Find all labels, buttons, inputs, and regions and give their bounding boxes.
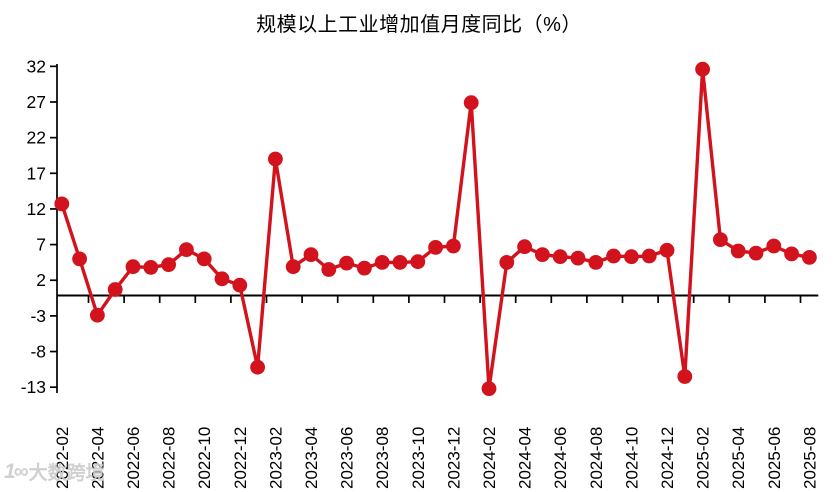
data-point-marker (766, 238, 782, 254)
watermark: 1∞ 大数跨境 (4, 458, 105, 485)
data-point-marker (606, 248, 621, 264)
x-tick-label: 2022-08 (160, 427, 179, 489)
y-tick-label: -13 (21, 377, 46, 397)
x-tick-label: 2025-04 (729, 427, 748, 489)
data-point-marker (72, 251, 87, 267)
x-tick-label: 2022-12 (231, 427, 250, 489)
data-point-marker (214, 271, 230, 287)
data-point-marker (730, 243, 746, 259)
y-tick-label: 12 (27, 199, 46, 219)
data-point-marker (125, 259, 141, 275)
data-point-marker (179, 242, 194, 257)
data-point-marker (357, 260, 372, 276)
data-point-marker (303, 247, 319, 262)
data-point-marker (321, 262, 337, 277)
x-tick-label: 2024-02 (480, 427, 499, 489)
data-point-marker (428, 240, 443, 255)
y-tick-label: -8 (30, 342, 46, 362)
data-point-marker (802, 250, 817, 265)
watermark-text: 大数跨境 (28, 463, 105, 484)
data-point-marker (624, 249, 639, 265)
data-point-marker (641, 248, 657, 264)
series-line (60, 67, 812, 391)
data-point-marker (659, 242, 675, 258)
x-tick-label: 2025-06 (765, 427, 784, 489)
x-tick-label: 2024-08 (587, 427, 606, 489)
data-point-marker (713, 232, 728, 248)
y-tick-label: 2 (36, 270, 46, 290)
y-tick-label: 27 (27, 92, 46, 112)
data-point-marker (570, 250, 586, 266)
x-tick-label: 2024-12 (658, 427, 677, 489)
x-tick-label: 2023-06 (338, 427, 357, 489)
x-tick-label: 2024-04 (516, 427, 535, 489)
data-point-marker (446, 238, 461, 254)
y-tick-label: -3 (30, 306, 46, 326)
y-tick-label: 22 (27, 128, 46, 148)
watermark-logo-icon: 1∞ (4, 459, 29, 483)
x-tick-label: 2023-08 (373, 427, 392, 489)
data-point-marker (410, 254, 426, 270)
y-tick-label: 7 (36, 235, 46, 255)
data-point-marker (392, 255, 408, 270)
data-point-marker (463, 95, 479, 111)
data-point-marker (196, 251, 212, 267)
x-tick-label: 2022-04 (88, 427, 107, 489)
x-tick-label: 2023-04 (302, 427, 321, 489)
data-point-marker (250, 359, 265, 375)
data-point-marker (339, 255, 354, 271)
y-tick-label: 17 (27, 163, 46, 183)
data-point-marker (54, 196, 70, 212)
data-point-marker (677, 369, 693, 384)
chart-title: 规模以上工业增加值月度同比（%） (256, 14, 582, 36)
data-point-marker (748, 245, 764, 261)
data-point-marker (107, 282, 123, 297)
data-point-marker (285, 259, 301, 275)
data-point-marker (268, 151, 283, 167)
data-point-marker (552, 249, 568, 265)
data-point-marker (90, 307, 105, 323)
x-tick-label: 2023-02 (266, 427, 285, 489)
data-point-marker (695, 61, 710, 77)
data-point-marker (784, 246, 799, 262)
data-point-marker (232, 277, 248, 293)
x-tick-label: 2022-10 (195, 427, 214, 489)
data-point-marker (374, 255, 390, 270)
data-point-marker (161, 257, 177, 272)
data-point-marker (143, 260, 159, 275)
data-point-marker (499, 255, 515, 270)
data-point-marker (588, 255, 604, 270)
x-tick-label: 2023-10 (409, 427, 428, 489)
x-tick-label: 2024-10 (622, 427, 641, 489)
x-tick-label: 2023-12 (444, 427, 463, 489)
x-tick-label: 2024-06 (551, 427, 570, 489)
x-tick-label: 2025-08 (800, 427, 819, 489)
data-point-marker (535, 247, 550, 262)
data-point-marker (517, 239, 532, 255)
data-point-marker (481, 381, 497, 396)
x-tick-label: 2025-02 (694, 427, 713, 489)
x-tick-label: 2022-06 (124, 427, 143, 489)
y-tick-label: 32 (27, 56, 46, 76)
x-tick-label: 2022-02 (53, 427, 72, 489)
